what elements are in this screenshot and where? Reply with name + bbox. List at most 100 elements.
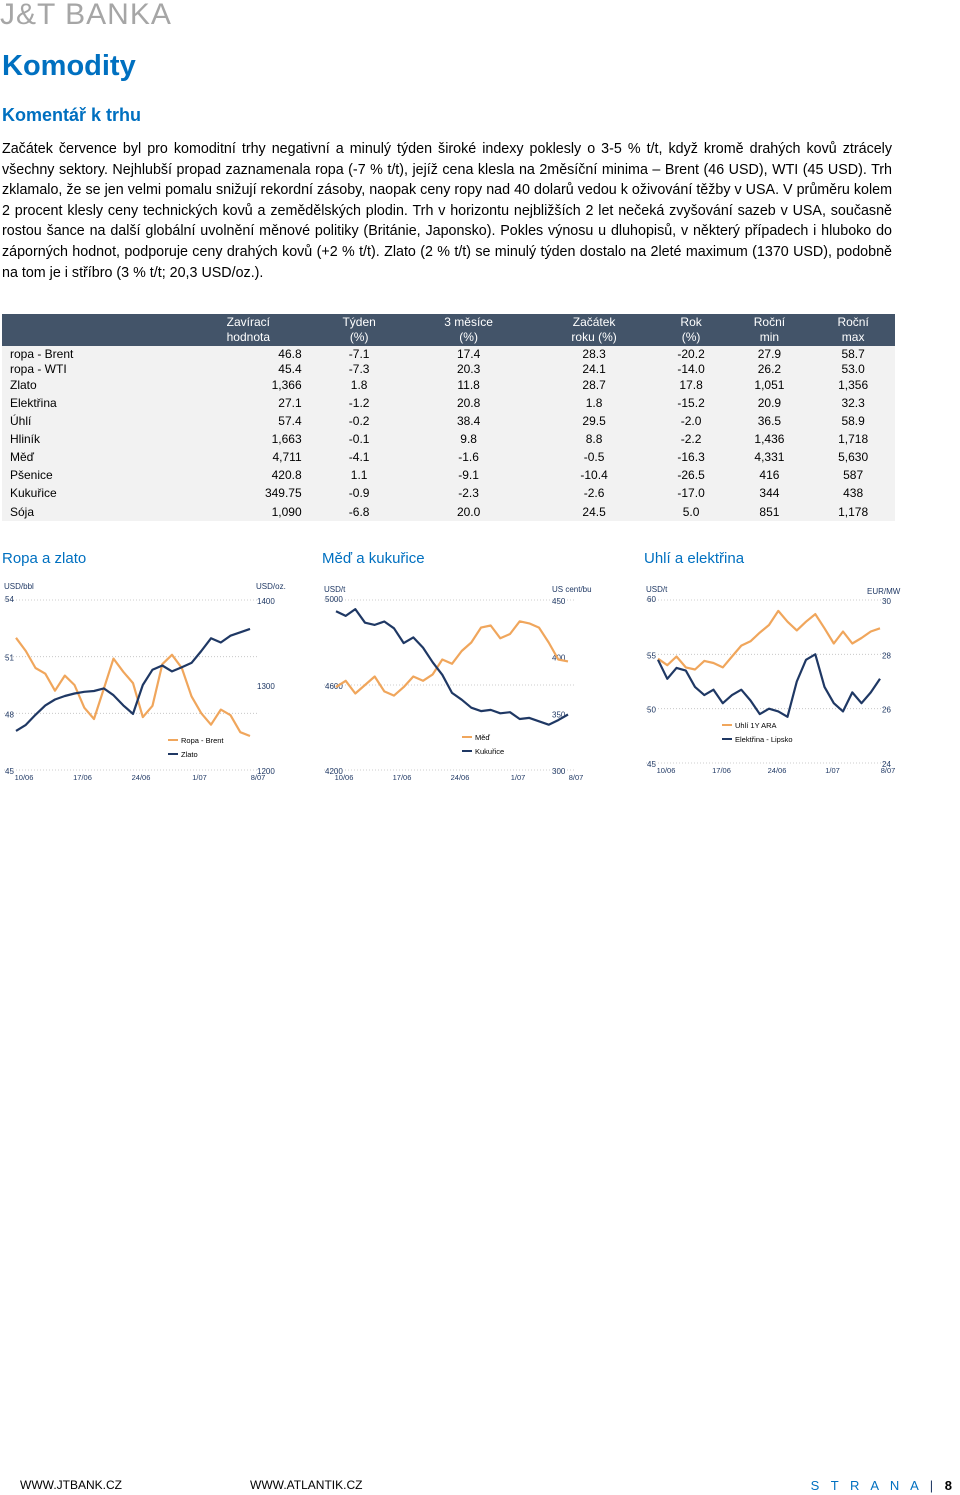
table-row: Hliník 1,663 -0.1 9.8 8.8 -2.2 1,436 1,718	[2, 430, 895, 448]
page-separator: |	[929, 1478, 938, 1493]
table-cell: -7.3	[314, 361, 404, 376]
left-tick-label: 4200	[325, 767, 343, 776]
table-cell: 349.75	[182, 484, 315, 502]
table-cell: 1,366	[182, 376, 315, 394]
table-cell: -7.1	[314, 346, 404, 361]
table-cell: -16.3	[654, 448, 728, 466]
table-header-cell	[2, 314, 182, 346]
table-cell: 1.8	[314, 376, 404, 394]
table-cell: 46.8	[182, 346, 315, 361]
right-axis-unit: EUR/MW	[867, 587, 901, 596]
commodity-name: Sója	[2, 502, 182, 521]
table-cell: 851	[727, 502, 812, 521]
table-cell: -2.3	[403, 484, 534, 502]
x-tick-label: 24/06	[451, 773, 470, 782]
chart-title-copper-corn: Měď a kukuřice	[322, 550, 425, 567]
table-cell: -2.2	[654, 430, 728, 448]
right-tick-label: 30	[882, 597, 891, 606]
commodity-name: ropa - WTI	[2, 361, 182, 376]
table-header-text: max	[841, 330, 865, 344]
right-tick-label: 1200	[257, 767, 275, 776]
table-cell: -0.9	[314, 484, 404, 502]
table-cell: 27.1	[182, 394, 315, 412]
table-cell: 1,356	[811, 376, 895, 394]
table-cell: 1,663	[182, 430, 315, 448]
table-cell: 17.8	[654, 376, 728, 394]
right-tick-label: 300	[552, 767, 566, 776]
commodity-name: Kukuřice	[2, 484, 182, 502]
table-header-text: min	[759, 330, 780, 344]
table-cell: 416	[727, 466, 812, 484]
table-row: ropa - WTI 45.4 -7.3 20.3 24.1 -14.0 26.2 53.0	[2, 361, 895, 376]
x-tick-label: 1/07	[192, 773, 207, 782]
table-header-text: Roční	[837, 315, 869, 329]
table-cell: 53.0	[811, 361, 895, 376]
table-cell: 20.0	[403, 502, 534, 521]
left-tick-label: 48	[5, 710, 14, 719]
table-cell: 17.4	[403, 346, 534, 361]
table-cell: 57.4	[182, 412, 315, 430]
table-cell: -2.0	[654, 412, 728, 430]
table-cell: -20.2	[654, 346, 728, 361]
legend-label: Kukuřice	[475, 747, 504, 756]
table-cell: 58.7	[811, 346, 895, 361]
table-cell: 24.1	[533, 361, 655, 376]
table-row: ropa - Brent 46.8 -7.1 17.4 28.3 -20.2 27.9 58.…	[2, 346, 895, 361]
table-cell: -17.0	[654, 484, 728, 502]
table-row: Elektřina 27.1 -1.2 20.8 1.8 -15.2 20.9 32.3	[2, 394, 895, 412]
right-tick-label: 450	[552, 597, 566, 606]
x-tick-label: 10/06	[335, 773, 354, 782]
table-header-cell: Roční min	[727, 314, 812, 346]
x-tick-label: 10/06	[15, 773, 34, 782]
table-cell: 32.3	[811, 394, 895, 412]
footer-link-atlantik[interactable]: WWW.ATLANTIK.CZ	[250, 1478, 363, 1492]
table-header-text: Rok	[680, 315, 702, 329]
table-header-text: Zavírací	[226, 315, 270, 329]
footer-link-jtbank[interactable]: WWW.JTBANK.CZ	[20, 1478, 122, 1492]
table-header-text: hodnota	[226, 330, 271, 344]
commodity-name: ropa - Brent	[2, 346, 182, 361]
x-tick-label: 17/06	[73, 773, 92, 782]
table-cell: 26.2	[727, 361, 812, 376]
left-tick-label: 45	[647, 760, 656, 769]
table-cell: 4,711	[182, 448, 315, 466]
table-cell: -14.0	[654, 361, 728, 376]
left-tick-label: 54	[5, 595, 14, 604]
table-cell: -15.2	[654, 394, 728, 412]
right-axis-unit: USD/oz.	[256, 582, 286, 591]
table-cell: 38.4	[403, 412, 534, 430]
x-tick-label: 24/06	[768, 766, 787, 775]
table-cell: -2.6	[533, 484, 655, 502]
chart-copper-corn: USD/t US cent/bu 5000 4600 4200 450 400 350 300 1…	[324, 585, 592, 782]
table-row: Sója 1,090 -6.8 20.0 24.5 5.0 851 1,178	[2, 502, 895, 521]
left-tick-label: 5000	[325, 595, 343, 604]
table-cell: 1,718	[811, 430, 895, 448]
right-axis-unit: US cent/bu	[552, 585, 592, 594]
table-cell: -1.6	[403, 448, 534, 466]
series-line-b	[15, 627, 251, 732]
table-cell: 1,178	[811, 502, 895, 521]
page-title: Komodity	[2, 50, 136, 82]
commodity-name: Úhlí	[2, 412, 182, 430]
table-cell: 4,331	[727, 448, 812, 466]
table-cell: 20.9	[727, 394, 812, 412]
right-tick-label: 1400	[257, 597, 275, 606]
left-tick-label: 60	[647, 595, 656, 604]
left-tick-label: 45	[5, 767, 14, 776]
left-axis-unit: USD/bbl	[4, 582, 34, 591]
table-cell: 28.7	[533, 376, 655, 394]
x-tick-label: 24/06	[132, 773, 151, 782]
table-header-text: roku (%)	[571, 330, 617, 344]
series-line-a	[657, 609, 881, 671]
table-cell: -0.2	[314, 412, 404, 430]
table-cell: 1,051	[727, 376, 812, 394]
table-cell: -26.5	[654, 466, 728, 484]
table-cell: 11.8	[403, 376, 534, 394]
x-tick-label: 10/06	[657, 766, 676, 775]
left-axis-unit: USD/t	[646, 585, 668, 594]
legend-label: Měď	[475, 733, 490, 742]
commodity-name: Měď	[2, 448, 182, 466]
table-cell: 28.3	[533, 346, 655, 361]
commodity-name: Elektřina	[2, 394, 182, 412]
table-cell: 420.8	[182, 466, 315, 484]
